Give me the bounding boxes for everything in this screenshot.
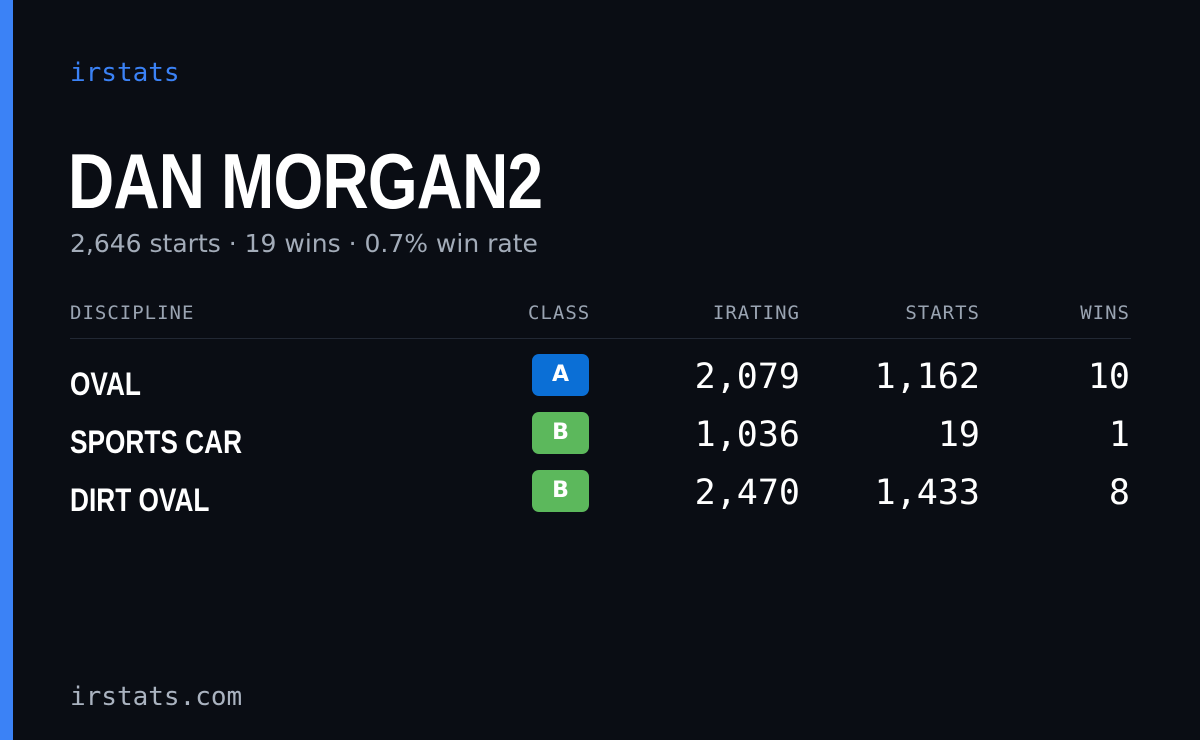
driver-summary: 2,646 starts · 19 wins · 0.7% win rate xyxy=(70,229,538,258)
stats-table-header: DISCIPLINE CLASS IRATING STARTS WINS xyxy=(70,298,1131,339)
header-class: CLASS xyxy=(528,302,591,324)
wins-value: 10 xyxy=(1087,357,1130,397)
irating-value: 2,079 xyxy=(694,357,800,397)
header-starts: STARTS xyxy=(905,302,980,324)
header-discipline: DISCIPLINE xyxy=(70,302,195,324)
starts-value: 1,433 xyxy=(874,473,980,513)
discipline-label: OVAL xyxy=(70,366,141,402)
table-row: OVAL A 2,079 1,162 10 xyxy=(70,354,1131,412)
driver-name: DAN MORGAN2 xyxy=(68,137,543,225)
class-badge: B xyxy=(532,470,589,512)
irating-value: 1,036 xyxy=(694,415,800,455)
discipline-label: DIRT OVAL xyxy=(70,482,210,518)
discipline-label: SPORTS CAR xyxy=(70,424,243,460)
starts-value: 19 xyxy=(937,415,980,455)
footer-url[interactable]: irstats.com xyxy=(70,682,243,712)
wins-value: 8 xyxy=(1108,473,1130,513)
brand-logo-text[interactable]: irstats xyxy=(70,58,180,88)
table-row: SPORTS CAR B 1,036 19 1 xyxy=(70,412,1131,470)
accent-bar xyxy=(0,0,13,740)
table-row: DIRT OVAL B 2,470 1,433 8 xyxy=(70,470,1131,528)
header-wins: WINS xyxy=(1080,302,1130,324)
starts-value: 1,162 xyxy=(874,357,980,397)
class-badge: A xyxy=(532,354,589,396)
header-irating: IRATING xyxy=(712,302,800,324)
irating-value: 2,470 xyxy=(694,473,800,513)
wins-value: 1 xyxy=(1108,415,1130,455)
class-badge: B xyxy=(532,412,589,454)
